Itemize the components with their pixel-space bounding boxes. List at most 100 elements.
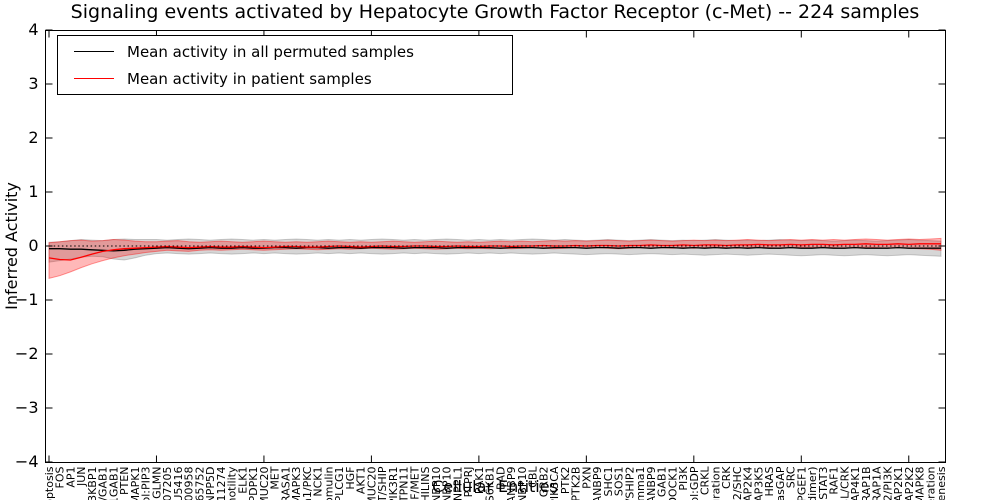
x-entity-label: MAPK8 (914, 467, 927, 500)
x-entity-label: RPS6KB1 (484, 466, 497, 500)
x-entity-label: HGF/MET/CIN85/CBL/ENDOPHILINS (419, 466, 432, 500)
x-entity-label: PI3K (677, 466, 690, 491)
permuted-line-swatch (74, 51, 114, 52)
x-entity-label: SH3KBP1 (86, 467, 99, 500)
x-entity-label: CRKL (699, 466, 712, 496)
x-entity-label: RAP1A (871, 466, 884, 500)
x-entity-label: GLMN (150, 467, 163, 499)
x-entity-label: MET (269, 466, 282, 489)
x-entity-label: MET/RANBP9 (505, 467, 518, 500)
patient-line-swatch (74, 78, 114, 79)
x-entity-label: SRC (785, 466, 798, 488)
x-entity-label: AP1 (64, 467, 77, 488)
x-entity-label: CBL/CRK (838, 466, 851, 500)
x-entity-label: HGF/MET/RANBP9 (645, 467, 658, 500)
x-entity-label: PLCG1 (333, 467, 346, 500)
legend-item-permuted: Mean activity in all permuted samples (58, 39, 512, 65)
x-entity-label: EntrezGene:200958 (183, 467, 196, 500)
y-tick-label: −3 (15, 398, 39, 417)
x-entity-label: SHP2/GRB2/SOS1/GAB1 (97, 467, 110, 500)
x-entity-label: mol:SU11274 (215, 466, 228, 500)
x-entity-label: AKT1 (355, 467, 368, 495)
x-entity-label: mol:GDP (688, 466, 701, 500)
x-entity-label: FOS (54, 466, 67, 488)
x-entity-label: apoptosis (43, 466, 56, 500)
x-entity-label: MAP2K1 (892, 467, 905, 500)
x-entity-label: PTK2 (559, 467, 572, 495)
x-entity-label: cell proliferation (924, 466, 937, 500)
x-entity-label: HGF/MET/RANBP10 (516, 467, 529, 500)
x-entity-label: HGF/MET/SHIP (376, 466, 389, 500)
x-entity-label: PLCgamma1/PKC (301, 466, 314, 500)
x-entity-label: HGF/MET/Paxillin/FAK1/FAK12/RasGAP (774, 466, 787, 500)
x-entity-label: MET/RANBP10 (441, 467, 454, 500)
x-entity-label: PIK3CA (548, 466, 561, 500)
x-entity-label: MET/Glomulin (322, 466, 335, 500)
x-entity-label: SHC1 (602, 467, 615, 497)
x-entity-label: PTK2B (570, 467, 583, 500)
x-entity-label: DOCK1 (666, 467, 679, 500)
y-axis-label: Inferred Activity (2, 182, 21, 310)
x-entity-label: GO:0007205 (161, 467, 174, 500)
x-entity-label: HGF/MET/MUC20 (365, 467, 378, 500)
x-entity-label: MAPK1 (129, 467, 142, 500)
x-entity-label: CRK (720, 466, 733, 489)
x-entity-label: RAF1 (828, 467, 841, 495)
x-entity-label: RAP1B (860, 467, 873, 500)
x-entity-label: PDPK1 (247, 467, 260, 500)
legend-label-permuted: Mean activity in all permuted samples (127, 42, 414, 61)
x-entity-label: JUN (75, 467, 88, 488)
permuted-mean-line (49, 246, 941, 252)
x-entity-label: STAT3 (dimer) (806, 467, 819, 500)
x-entity-label: HGF/MET/SHIP2 (623, 467, 636, 500)
x-entity-label: HGF/MET (408, 466, 421, 500)
x-entity-label: NCK/PLCgamma1 (634, 467, 647, 500)
x-entity-label: PTPN11 (398, 467, 411, 500)
x-entity-label: PIK3R1 (387, 467, 400, 500)
x-entity-label: PTEN (118, 467, 131, 496)
y-tick-label: −2 (15, 344, 39, 363)
x-entity-label: mol:SU5416 (172, 467, 185, 500)
x-entity-label: INPP5D (204, 467, 217, 500)
y-tick-label: 3 (28, 74, 38, 93)
legend-item-patient: Mean activity in patient samples (58, 66, 512, 92)
x-entity-label: STAT3 (817, 467, 830, 500)
chart-title: Signaling events activated by Hepatocyte… (70, 1, 920, 23)
legend-label-patient: Mean activity in patient samples (127, 69, 372, 88)
x-entity-label: MET/MUC20 (258, 467, 271, 500)
x-entity-label: RANBP10 (430, 467, 443, 500)
x-entity-label: HGF (344, 467, 357, 490)
x-entity-label: SOS1 (613, 467, 626, 497)
y-tick-label: −4 (15, 452, 39, 471)
x-entity-label: mol:PIP3 (140, 467, 153, 500)
x-entity-label: MAP2K4 (742, 466, 755, 500)
x-entity-label: INPPL1 (451, 467, 464, 500)
legend: Mean activity in all permuted samples Me… (57, 35, 513, 95)
x-entity-label: cell morphogenesis (935, 466, 948, 500)
patient-mean-line (48, 243, 941, 261)
x-entity-label: cell motility (226, 466, 239, 500)
x-entity-label: GAB1 (656, 467, 669, 498)
x-entity-label: HRAS (763, 466, 776, 496)
x-entity-label: CBL (527, 466, 540, 488)
x-entity-label: MAP4K1 (849, 467, 862, 500)
x-entity-label: GRB2 (537, 467, 550, 498)
x-entity-label: RASA1 (279, 467, 292, 500)
y-tick-label: 0 (28, 236, 38, 255)
x-entity-label: PTPRJ (462, 467, 475, 498)
x-entity-label: cell migration (709, 466, 722, 500)
y-tick-label: 4 (28, 20, 38, 39)
x-entity-label: RAPGEF1 (795, 467, 808, 500)
x-entity-label: PXN (580, 467, 593, 489)
y-tick-label: −1 (15, 290, 39, 309)
y-tick-label: 2 (28, 128, 38, 147)
y-tick-label: 1 (28, 182, 38, 201)
x-axis-label: Cellular Entities (432, 477, 558, 496)
x-entity-label: MAPK3 (290, 467, 303, 500)
x-entity-label: RANBP9 (591, 467, 604, 500)
x-entity-label: MAP3K5 (752, 466, 765, 500)
x-entity-label: PAK1 (473, 467, 486, 495)
x-entity-label: GAB1/CRKL/SHP2/PI3K (881, 466, 894, 500)
